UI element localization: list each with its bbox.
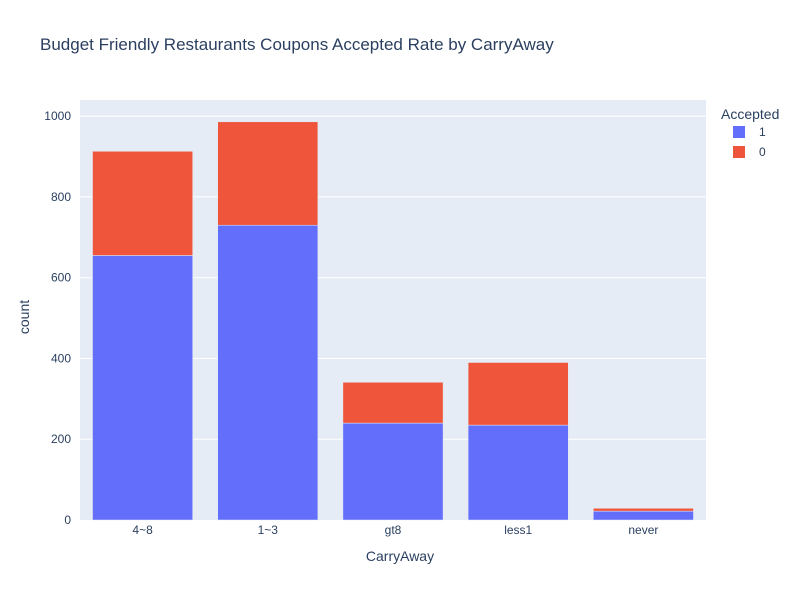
legend[interactable]: Accepted 1 0 (721, 106, 779, 159)
legend-label: 0 (759, 145, 766, 159)
x-axis-title: CarryAway (366, 548, 434, 564)
bar-4~8-accepted-1[interactable] (92, 255, 193, 521)
y-axis-ticks: 0 200 400 600 800 1000 (44, 109, 71, 527)
y-tick-label: 400 (51, 351, 71, 365)
y-axis-title: count (16, 300, 32, 334)
legend-swatch (733, 126, 745, 138)
x-tick-label: never (628, 523, 658, 537)
bar-never-accepted-0[interactable] (593, 508, 694, 512)
bar-less1-accepted-1[interactable] (467, 424, 569, 521)
x-tick-label: less1 (504, 523, 532, 537)
y-tick-label: 1000 (44, 109, 71, 123)
bar-gt8-accepted-0[interactable] (342, 382, 444, 424)
y-tick-label: 800 (51, 190, 71, 204)
x-tick-label: gt8 (385, 523, 402, 537)
bar-4~8-accepted-0[interactable] (92, 151, 193, 256)
legend-label: 1 (759, 125, 766, 139)
y-tick-label: 200 (51, 432, 71, 446)
x-axis-ticks: 4~8 1~3 gt8 less1 never (132, 523, 658, 537)
x-tick-label: 1~3 (258, 523, 279, 537)
legend-item-0[interactable]: 0 (733, 145, 766, 159)
y-tick-label: 0 (64, 513, 71, 527)
legend-item-1[interactable]: 1 (733, 125, 766, 139)
legend-title: Accepted (721, 106, 779, 122)
chart-title: Budget Friendly Restaurants Coupons Acce… (40, 35, 554, 54)
bar-gt8-accepted-1[interactable] (342, 422, 444, 521)
x-tick-label: 4~8 (132, 523, 153, 537)
bar-less1-accepted-0[interactable] (467, 362, 569, 426)
bar-1~3-accepted-1[interactable] (217, 224, 319, 521)
legend-swatch (733, 146, 745, 158)
bar-never-accepted-1[interactable] (593, 510, 694, 521)
bar-1~3-accepted-0[interactable] (217, 121, 319, 226)
bars (92, 121, 694, 521)
y-tick-label: 600 (51, 271, 71, 285)
